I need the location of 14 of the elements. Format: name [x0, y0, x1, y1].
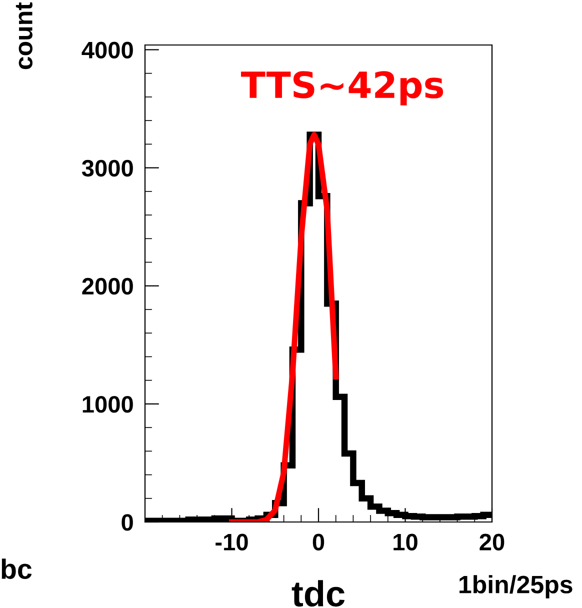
x-tick-label: 0 — [312, 534, 324, 550]
x-tick-label: -10 — [216, 534, 248, 550]
x-axis-title: tdc — [292, 580, 345, 607]
y-tick-label: 3000 — [82, 160, 133, 177]
text: 1bin/25ps — [460, 575, 572, 598]
annotation: TTS∼42ps — [240, 71, 444, 106]
x-tick-label: 10 — [394, 534, 418, 550]
text: bc — [2, 558, 32, 579]
x-tick-label: 20 — [480, 534, 504, 550]
y-tick-label: 2000 — [82, 278, 133, 295]
y-tick-label: 1000 — [82, 396, 133, 413]
y-tick-label: 0 — [122, 514, 133, 531]
y-axis-title: count — [16, 2, 32, 70]
y-tick-label: 4000 — [82, 42, 133, 59]
